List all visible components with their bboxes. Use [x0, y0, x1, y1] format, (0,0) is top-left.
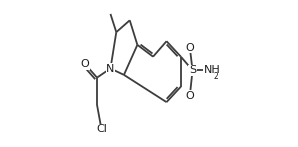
Text: N: N [106, 64, 115, 74]
Text: O: O [80, 59, 89, 69]
Text: O: O [185, 91, 194, 101]
Text: O: O [185, 43, 194, 53]
Text: NH: NH [204, 65, 221, 75]
Text: S: S [189, 65, 196, 75]
Text: 2: 2 [213, 72, 218, 81]
Text: Cl: Cl [96, 124, 107, 134]
